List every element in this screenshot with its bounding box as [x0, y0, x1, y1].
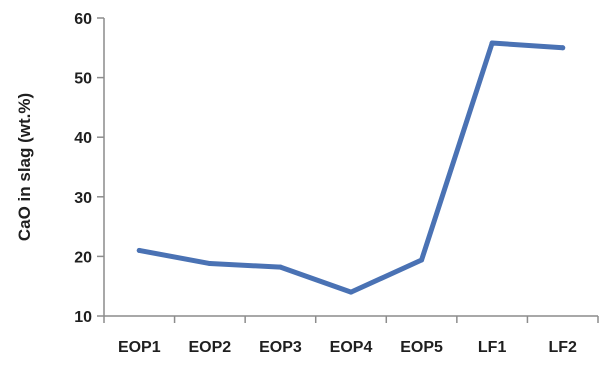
x-axis: EOP1 EOP2 EOP3 EOP4 EOP5 LF1 LF2: [103, 315, 599, 356]
y-tick-label: 60: [74, 11, 92, 28]
data-point: [207, 261, 213, 267]
y-tick-label: 40: [74, 130, 92, 147]
y-tick-label: 50: [74, 71, 92, 88]
y-tick-label: 20: [74, 249, 92, 266]
x-tick-label: LF2: [548, 339, 577, 356]
x-tick-label: EOP4: [330, 339, 373, 356]
series: [136, 40, 566, 295]
data-point: [489, 40, 495, 46]
series-line: [136, 40, 566, 295]
y-tick-label: 10: [74, 309, 92, 326]
data-point: [419, 257, 425, 263]
data-point: [348, 289, 354, 295]
data-point: [560, 45, 566, 51]
x-tick-label: EOP2: [189, 339, 232, 356]
x-tick-label: EOP5: [400, 339, 443, 356]
y-axis-title: CaO in slag (wt.%): [15, 93, 34, 241]
x-tick-label: EOP3: [259, 339, 302, 356]
y-tick-label: 30: [74, 190, 92, 207]
data-point: [136, 247, 142, 253]
x-tick-label: EOP1: [118, 339, 161, 356]
data-point: [277, 264, 283, 270]
x-tick-label: LF1: [478, 339, 507, 356]
y-axis: 10 20 30 40 50 60: [74, 11, 105, 326]
